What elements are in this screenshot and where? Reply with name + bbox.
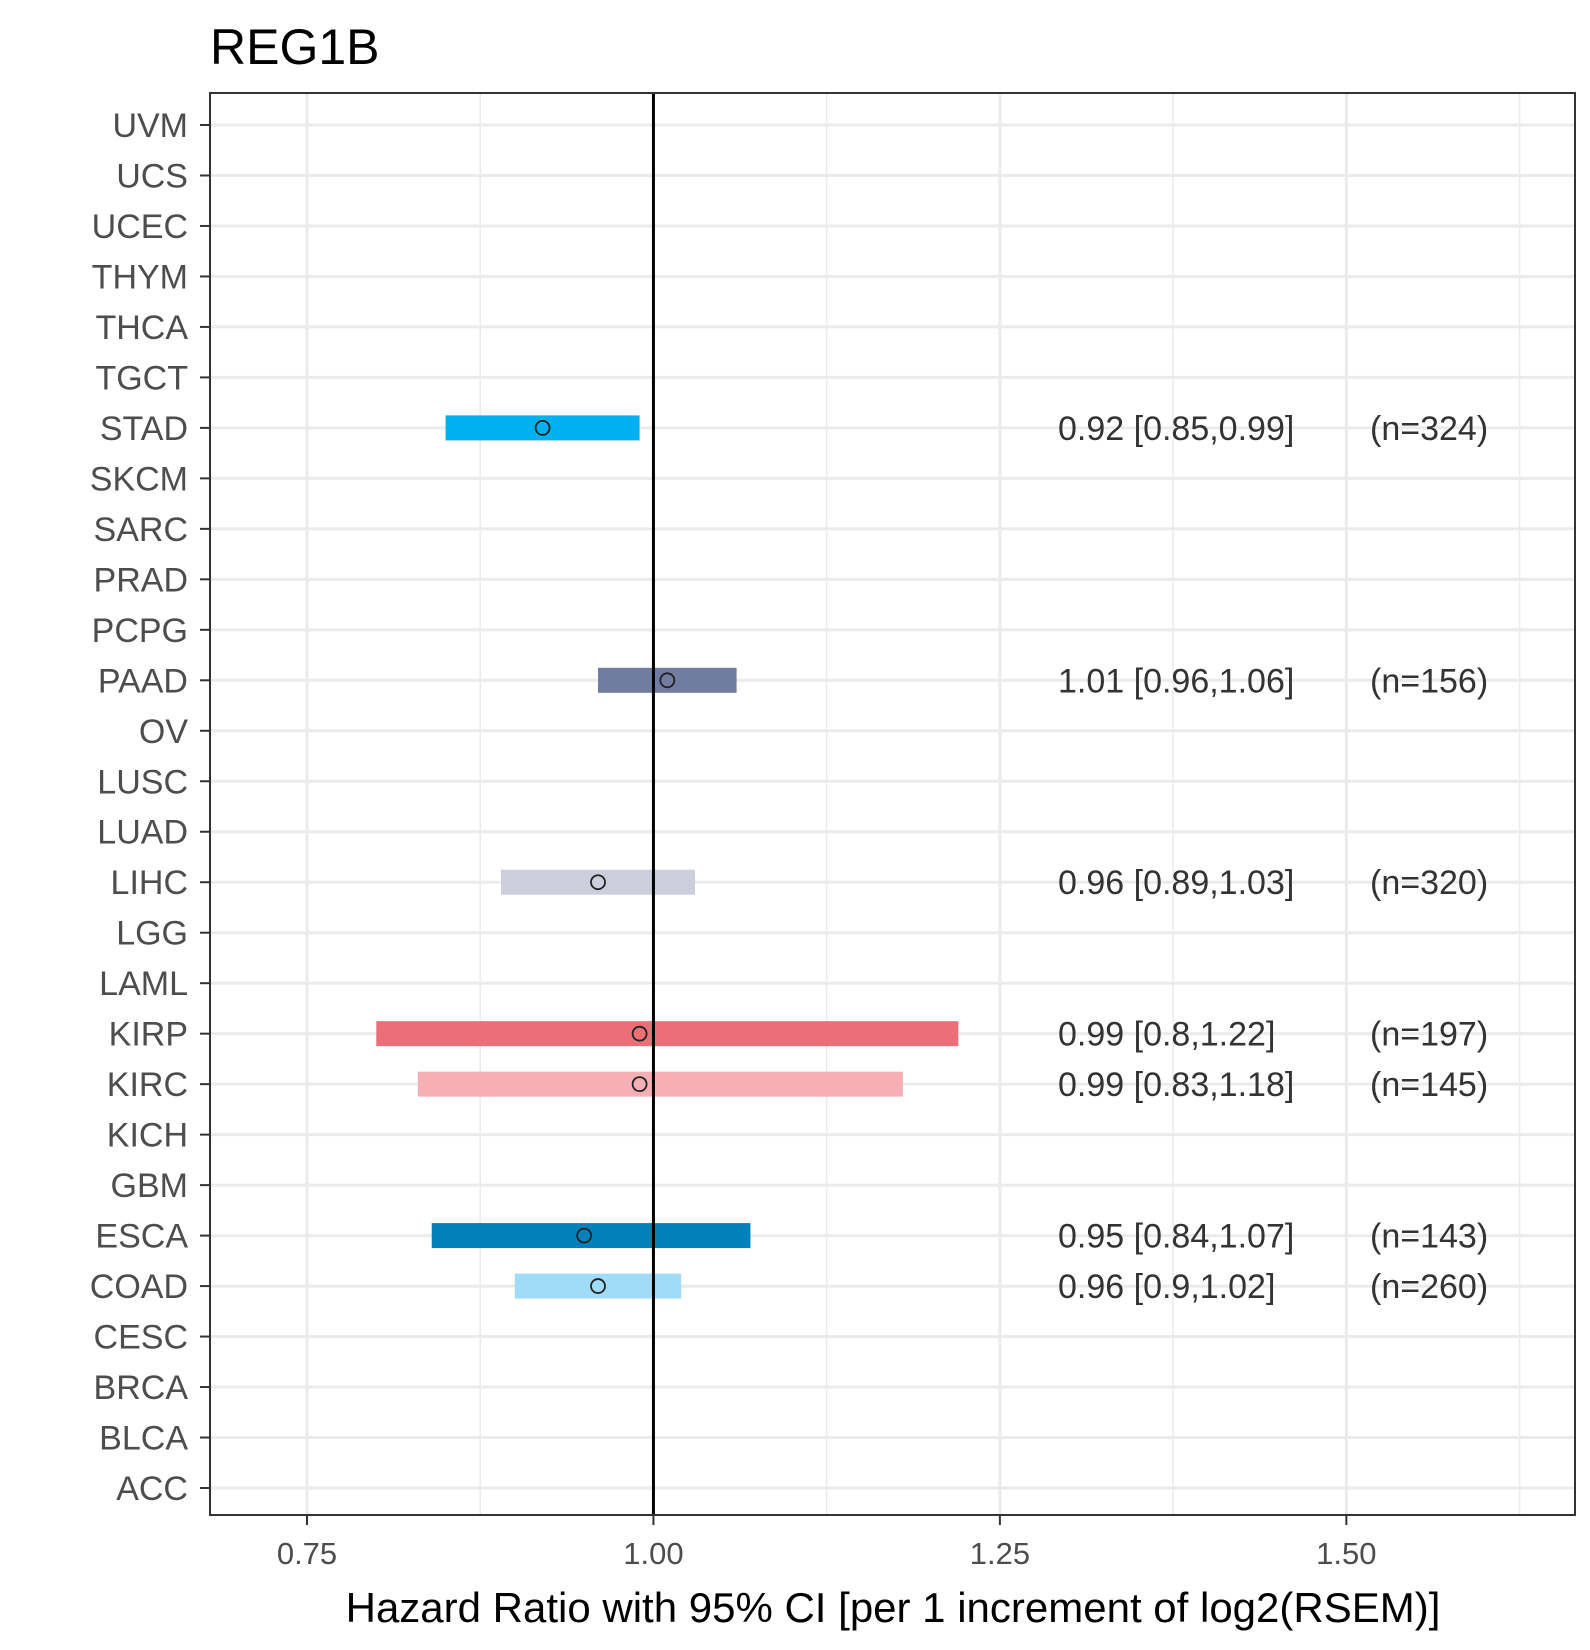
sample-size-label: (n=156): [1370, 662, 1488, 700]
hazard-point-esca: [576, 1227, 593, 1244]
y-tick-label: COAD: [90, 1268, 188, 1306]
hazard-points: [534, 419, 676, 1294]
ci-bar-lihc: [501, 869, 696, 895]
y-tick-label: TGCT: [95, 359, 188, 397]
y-tick-label: UCS: [116, 157, 188, 195]
y-tick-label: LUSC: [97, 763, 188, 801]
ci-bar-kirp: [376, 1021, 959, 1047]
y-tick-label: GBM: [111, 1167, 188, 1205]
y-tick-label: LAML: [99, 965, 188, 1003]
x-tick-label: 1.25: [970, 1536, 1030, 1571]
hazard-point-kirp: [631, 1025, 648, 1042]
y-tick-label: LGG: [116, 915, 188, 953]
x-axis: 0.75 1.00 1.25 1.50: [277, 1515, 1377, 1571]
y-tick-label: PRAD: [94, 561, 188, 599]
y-tick-label: PAAD: [98, 662, 188, 700]
hazard-point-paad: [659, 672, 676, 689]
chart-title: REG1B: [210, 19, 380, 75]
annotations: 0.92 [0.85,0.99] (n=324) 1.01 [0.96,1.06] (…: [1058, 410, 1488, 1306]
y-axis: UVM UCS UCEC THYM THCA TGCT STAD SKCM SARC PRAD PC…: [90, 107, 210, 1508]
y-tick-label: THYM: [92, 258, 188, 296]
hr-ci-label: 0.99 [0.8,1.22]: [1058, 1016, 1275, 1054]
y-tick-label: KICH: [107, 1117, 188, 1155]
y-tick-label: UCEC: [92, 208, 188, 246]
y-tick-label: UVM: [112, 107, 188, 145]
y-tick-label: ACC: [116, 1470, 188, 1508]
ci-bars: [376, 415, 959, 1299]
x-tick-label: 1.00: [623, 1536, 683, 1571]
y-tick-label: SKCM: [90, 460, 188, 498]
hr-ci-label: 0.95 [0.84,1.07]: [1058, 1218, 1294, 1256]
hazard-point-coad: [590, 1278, 606, 1294]
hr-ci-label: 0.96 [0.89,1.03]: [1058, 864, 1294, 902]
sample-size-label: (n=143): [1370, 1218, 1488, 1256]
y-tick-label: BLCA: [99, 1420, 188, 1458]
y-tick-label: KIRP: [109, 1016, 188, 1054]
sample-size-label: (n=324): [1370, 410, 1488, 448]
hr-ci-label: 0.96 [0.9,1.02]: [1058, 1268, 1275, 1306]
hr-ci-label: 1.01 [0.96,1.06]: [1058, 662, 1294, 700]
y-tick-label: PCPG: [92, 612, 188, 650]
panel-border: [209, 92, 1576, 1516]
y-tick-label: LIHC: [111, 864, 188, 902]
y-tick-label: OV: [139, 713, 188, 751]
y-tick-label: CESC: [94, 1319, 188, 1357]
x-axis-label: Hazard Ratio with 95% CI [per 1 incremen…: [346, 1584, 1441, 1631]
x-tick-label: 0.75: [277, 1536, 337, 1571]
hr-ci-label: 0.92 [0.85,0.99]: [1058, 410, 1294, 448]
sample-size-label: (n=145): [1370, 1066, 1488, 1104]
gridlines: [210, 93, 1575, 1515]
hr-ci-label: 0.99 [0.83,1.18]: [1058, 1066, 1294, 1104]
sample-size-label: (n=320): [1370, 864, 1488, 902]
y-tick-label: STAD: [100, 410, 188, 448]
y-tick-label: SARC: [94, 511, 188, 549]
y-tick-label: BRCA: [94, 1369, 189, 1407]
ci-bar-paad: [598, 667, 737, 693]
ci-bar-coad: [514, 1273, 682, 1299]
hazard-point-stad: [534, 419, 551, 436]
y-tick-label: LUAD: [97, 814, 188, 852]
ci-bar-stad: [445, 415, 640, 441]
hazard-point-kirc: [631, 1076, 648, 1093]
y-tick-label: ESCA: [95, 1218, 188, 1256]
x-tick-label: 1.50: [1316, 1536, 1376, 1571]
sample-size-label: (n=260): [1370, 1268, 1488, 1306]
y-tick-label: KIRC: [107, 1066, 188, 1104]
y-tick-label: THCA: [95, 309, 188, 347]
hazard-point-lihc: [590, 874, 606, 891]
ci-bar-kirc: [417, 1071, 903, 1097]
sample-size-label: (n=197): [1370, 1016, 1488, 1054]
